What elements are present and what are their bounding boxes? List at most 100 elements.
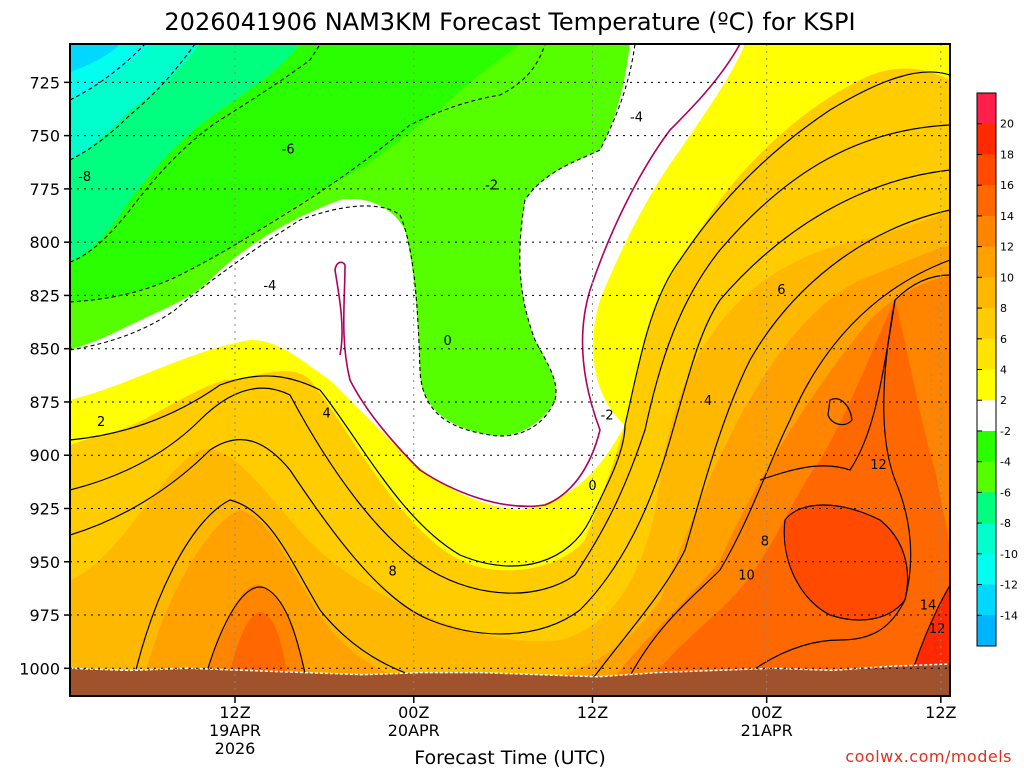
colorbar-label-14: -10 (1000, 548, 1018, 561)
plot-frame (69, 43, 951, 697)
colorbar-segment-12 (977, 461, 996, 493)
colorbar-segment-3 (977, 185, 996, 217)
contour-label-14: 8 (389, 564, 397, 579)
y-axis: 725 750 775 800 825 850 875 900 925 950 975 1000 (19, 73, 70, 678)
y-tick-label-925: 925 (29, 499, 60, 518)
contour-label-12: 12 (949, 277, 966, 292)
colorbar-label-16: -14 (1000, 609, 1018, 622)
y-tick-label-750: 750 (29, 127, 60, 146)
contour-6 (70, 169, 950, 635)
x-tick-label-3-0: 00Z (751, 703, 782, 722)
y-tick-label-725: 725 (29, 73, 60, 92)
terrain-edge (70, 663, 950, 678)
contour-12b (759, 299, 896, 481)
colorbar-segment-14 (977, 523, 996, 555)
contour-label-8: -2 (601, 409, 614, 424)
x-tick-label-2-0: 12Z (577, 703, 608, 722)
contour-label-6: 2 (97, 415, 105, 430)
colorbar-segment-15 (977, 553, 996, 586)
colorbar-label-6: 8 (1000, 302, 1007, 315)
y-tick-label-825: 825 (29, 286, 60, 305)
colorbar-label-9: 2 (1000, 394, 1007, 407)
contour-label-19: 12 (929, 622, 946, 637)
colorbar-label-15: -12 (1000, 579, 1018, 592)
y-tick-label-1000: 1000 (19, 659, 60, 678)
x-tick-label-3-1: 21APR (741, 721, 793, 740)
contour-neg8 (70, 44, 196, 161)
negative-contours (70, 44, 636, 437)
colorbar-segment-11 (977, 430, 996, 463)
contour-label-10: 4 (704, 394, 712, 409)
contour-label-15: 8 (761, 534, 769, 549)
zero-contour (334, 44, 741, 508)
x-tick-label-0-1: 19APR (209, 721, 261, 740)
contour-10 (199, 259, 950, 696)
band-sky (70, 44, 120, 72)
terrain-ground (70, 664, 950, 696)
y-tick-label-800: 800 (29, 233, 60, 252)
contour-label-7: 4 (323, 407, 331, 422)
y-tick-label-775: 775 (29, 180, 60, 199)
colorbar-label-10: -2 (1000, 425, 1011, 438)
contour-label-18: 14 (920, 598, 937, 613)
contour-label-13: 12 (870, 458, 887, 473)
contour-neg6 (70, 44, 321, 263)
colorbar-segment-13 (977, 492, 996, 524)
colorbar-label-12: -6 (1000, 486, 1011, 499)
contour-label-11: 6 (777, 283, 785, 298)
colorbar-label-11: -4 (1000, 456, 1011, 469)
colorbar-segment-5 (977, 246, 996, 278)
colorbar-label-2: 16 (1000, 179, 1014, 192)
contour-lines (70, 71, 950, 696)
contour-8 (129, 209, 950, 696)
colorbar-segment-10 (977, 400, 996, 432)
contour-label-3: -2 (485, 179, 498, 194)
colorbar-label-7: 6 (1000, 333, 1007, 346)
colorbar-segment-16 (977, 584, 996, 616)
x-tick-label-0-2: 2026 (215, 739, 256, 758)
contour-label-2: -4 (630, 110, 643, 125)
y-tick-label-850: 850 (29, 340, 60, 359)
colorbar-segment-8 (977, 338, 996, 370)
contour-14 (783, 504, 909, 621)
y-tick-label-975: 975 (29, 606, 60, 625)
colorbar-segment-17 (977, 615, 996, 647)
colorbar-label-0: 20 (1000, 118, 1014, 131)
colorbar-label-3: 14 (1000, 210, 1014, 223)
x-tick-label-1-1: 20APR (388, 721, 440, 740)
y-tick-label-950: 950 (29, 553, 60, 572)
contour-label-5: 0 (444, 334, 452, 349)
contour-4 (70, 124, 950, 594)
band-orange-6 (784, 505, 908, 620)
contour-label-1: -6 (282, 142, 295, 157)
colorbar-segment-0 (977, 93, 996, 125)
colorbar-label-4: 12 (1000, 241, 1014, 254)
colorbar-segment-4 (977, 215, 996, 248)
colorbar-label-1: 18 (1000, 148, 1014, 161)
colorbar-segment-2 (977, 154, 996, 186)
colorbar-label-5: 10 (1000, 271, 1014, 284)
contour-small (827, 398, 853, 426)
contour-2 (70, 71, 950, 567)
contour-label-17: 14 (958, 537, 975, 552)
colorbar-segment-7 (977, 308, 996, 340)
x-tick-label-1-0: 00Z (398, 703, 429, 722)
contour-neg10 (70, 44, 146, 101)
colorbar-segment-9 (977, 369, 996, 401)
contour-label-4: -4 (263, 279, 276, 294)
y-tick-label-875: 875 (29, 393, 60, 412)
contour-label-0: -8 (78, 170, 91, 185)
credit-text: coolwx.com/models (845, 747, 1012, 766)
colorbar: 20 18 16 14 12 10 8 6 4 2 -2 -4 -6 -8 -10 -12 -14 (976, 92, 1018, 647)
colorbar-segment-6 (977, 277, 996, 309)
contour-neg4 (70, 44, 546, 303)
colorbar-segment-1 (977, 123, 996, 155)
x-axis-label: Forecast Time (UTC) (414, 747, 605, 768)
y-tick-label-900: 900 (29, 446, 60, 465)
x-tick-label-4-0: 12Z (925, 703, 956, 722)
colorbar-label-8: 4 (1000, 364, 1007, 377)
chart-title: 2026041906 NAM3KM Forecast Temperature (… (164, 8, 855, 36)
